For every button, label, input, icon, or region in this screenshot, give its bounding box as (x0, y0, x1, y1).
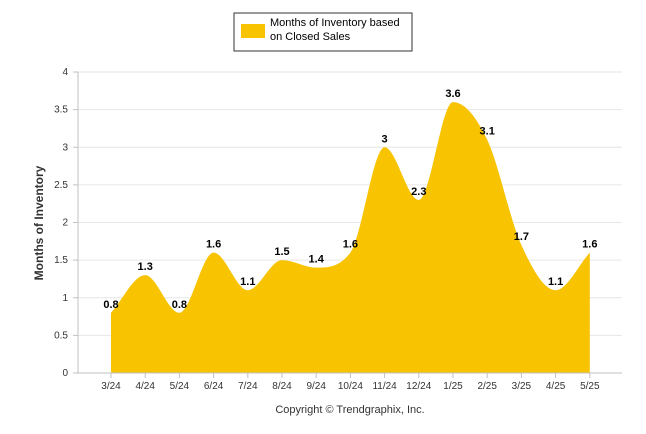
y-tick-label: 0 (62, 368, 68, 379)
axes (73, 71, 622, 378)
data-label: 1.7 (514, 231, 529, 243)
y-tick-label: 0.5 (54, 330, 68, 341)
x-tick-label: 10/24 (338, 381, 363, 392)
data-label: 3.1 (480, 126, 495, 138)
x-tick-label: 3/24 (101, 381, 121, 392)
x-tick-label: 6/24 (204, 381, 224, 392)
data-label: 1.3 (138, 261, 153, 273)
data-label: 1.6 (343, 239, 358, 251)
x-tick-label: 2/25 (477, 381, 497, 392)
y-tick-label: 1.5 (54, 255, 68, 266)
y-tick-label: 4 (62, 67, 68, 78)
data-label: 2.3 (411, 186, 426, 198)
data-label: 0.8 (172, 299, 187, 311)
y-tick-label: 2.5 (54, 180, 68, 191)
x-tick-label: 4/25 (546, 381, 566, 392)
data-label: 0.8 (103, 299, 118, 311)
x-tick-label: 3/25 (512, 381, 532, 392)
legend-swatch (241, 24, 265, 38)
copyright-footer: Copyright © Trendgraphix, Inc. (275, 404, 424, 416)
y-axis-title: Months of Inventory (32, 165, 46, 280)
x-tick-label: 5/24 (170, 381, 190, 392)
legend: Months of Inventory based on Closed Sale… (233, 12, 413, 52)
data-label: 1.6 (206, 239, 221, 251)
x-tick-labels: 3/24 4/24 5/24 6/24 7/24 8/24 9/24 10/24 11/24 12… (101, 381, 600, 392)
x-tick-label: 12/24 (406, 381, 431, 392)
data-label: 1.1 (548, 276, 563, 288)
data-label: 3 (382, 133, 388, 145)
x-tick-label: 1/25 (443, 381, 463, 392)
x-tick-label: 4/24 (135, 381, 155, 392)
y-tick-label: 2 (62, 218, 68, 229)
y-tick-label: 3.5 (54, 105, 68, 116)
data-label: 3.6 (445, 88, 460, 100)
data-label: 1.1 (240, 276, 255, 288)
data-labels: 0.8 1.3 0.8 1.6 1.1 1.5 1.4 1.6 3 2.3 3.6 3.1 1.7 1.1… (103, 88, 597, 311)
x-tick-label: 7/24 (238, 381, 258, 392)
legend-label-line2: on Closed Sales (270, 31, 351, 43)
x-tick-label: 8/24 (272, 381, 292, 392)
y-tick-label: 3 (62, 142, 68, 153)
data-label: 1.4 (309, 254, 325, 266)
data-label: 1.5 (274, 246, 289, 258)
area-series (111, 102, 590, 373)
data-label: 1.6 (582, 239, 597, 251)
x-tick-label: 9/24 (306, 381, 326, 392)
area-fill (111, 102, 590, 373)
y-tick-labels: 0 0.5 1 1.5 2 2.5 3 3.5 4 (54, 67, 68, 379)
x-tick-label: 11/24 (372, 381, 397, 392)
y-tick-label: 1 (62, 293, 68, 304)
legend-label-line1: Months of Inventory based (270, 17, 400, 29)
x-tick-label: 5/25 (580, 381, 600, 392)
